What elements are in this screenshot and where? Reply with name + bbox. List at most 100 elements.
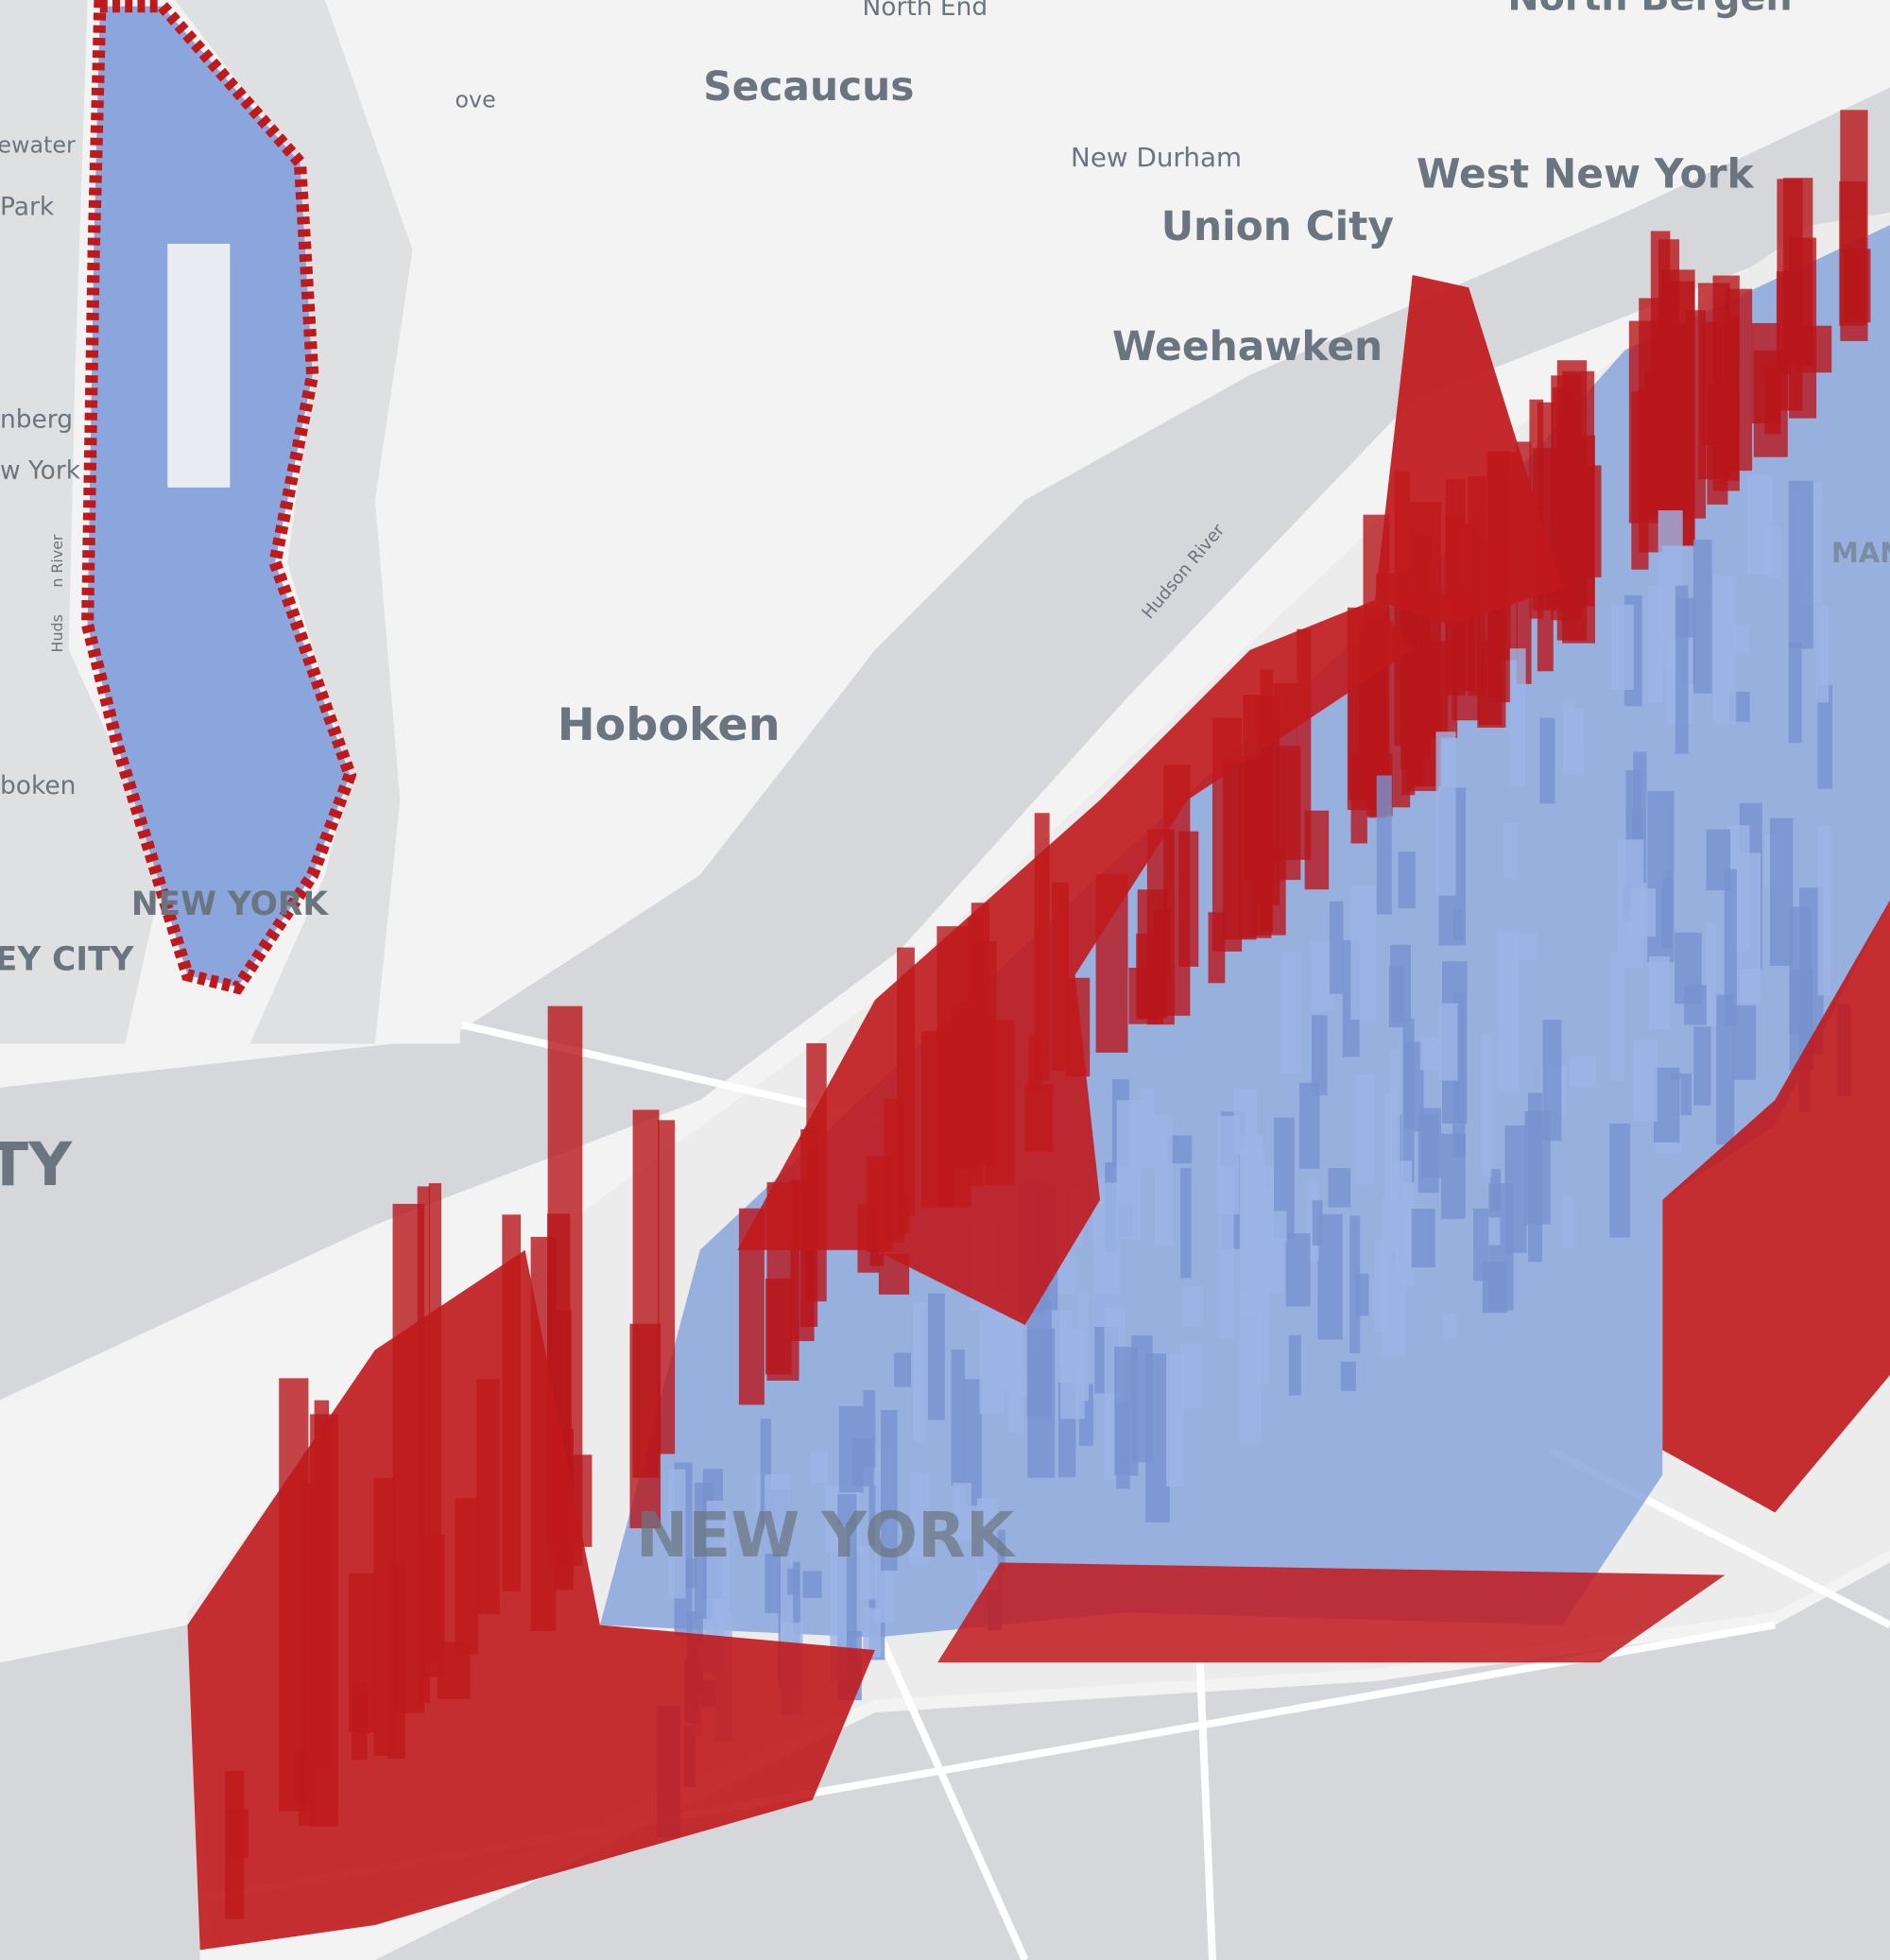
building (1769, 817, 1794, 966)
building (859, 1545, 878, 1600)
building (1396, 1161, 1413, 1277)
central-park (167, 243, 231, 488)
street (871, 1623, 1029, 1960)
building (1610, 604, 1634, 690)
building (1060, 1328, 1085, 1419)
building (881, 1410, 898, 1572)
building (1233, 1088, 1257, 1155)
inset-map: ove ewater Park nberg w York Huds n Rive… (0, 0, 496, 1044)
building (1340, 1361, 1356, 1391)
building (1443, 1313, 1457, 1340)
building (1239, 755, 1272, 938)
water-label: n River (48, 534, 66, 588)
building (1240, 1149, 1265, 1315)
building (1817, 825, 1831, 996)
place-label: MANH (1831, 537, 1890, 569)
building (1329, 901, 1344, 994)
building (1389, 1050, 1400, 1216)
place-label: NEW YORK (131, 885, 329, 923)
building (1839, 181, 1866, 326)
building (1631, 391, 1649, 570)
building (1747, 475, 1773, 576)
buildings-red (1375, 274, 1563, 626)
building (1355, 1075, 1375, 1185)
building (1288, 1334, 1301, 1396)
building (1569, 1056, 1596, 1087)
building (1435, 731, 1456, 896)
place-label: TY (0, 1129, 73, 1199)
building (1675, 585, 1689, 754)
building (1328, 1168, 1351, 1208)
building (1452, 909, 1464, 941)
building (1181, 1286, 1204, 1327)
building (1796, 325, 1832, 373)
building (1815, 605, 1830, 703)
building (1542, 1020, 1562, 1142)
building (1618, 839, 1644, 968)
building (1276, 746, 1301, 881)
building (1473, 1208, 1489, 1281)
building (811, 1451, 829, 1484)
inset-manhattan (80, 0, 357, 995)
building (1653, 1067, 1680, 1143)
place-label: w York (0, 456, 81, 486)
building (1648, 955, 1670, 1029)
place-label: EY CITY (0, 940, 135, 978)
building (1539, 717, 1555, 804)
place-label: New Durham (1071, 142, 1242, 173)
buildings-red (1662, 900, 1890, 1513)
building (964, 1379, 982, 1506)
building (1503, 822, 1518, 879)
building (1398, 851, 1416, 909)
building (1724, 868, 1737, 1026)
building (1092, 1182, 1120, 1327)
building (1298, 1082, 1320, 1169)
building (1239, 1292, 1261, 1444)
building (894, 1352, 912, 1387)
place-label: Hoboken (558, 699, 781, 751)
building (913, 1302, 926, 1442)
building (1562, 1196, 1574, 1249)
place-label: ove (455, 87, 495, 113)
building (1524, 1110, 1551, 1225)
building (863, 1608, 882, 1658)
building (851, 1438, 874, 1487)
building (802, 1571, 822, 1598)
building (1692, 540, 1712, 694)
building (1684, 985, 1708, 1025)
building (928, 1293, 945, 1420)
building (1610, 952, 1625, 1081)
building (1274, 1117, 1295, 1239)
building (629, 1323, 662, 1529)
building (760, 1418, 771, 1529)
building (1789, 906, 1812, 1034)
place-label: Weehawken (1112, 323, 1383, 370)
building (1219, 1166, 1234, 1339)
building (977, 1498, 998, 1590)
building (1504, 1125, 1527, 1253)
building (1271, 1211, 1287, 1242)
building (1180, 1167, 1192, 1279)
street (1195, 1662, 1217, 1960)
place-label: Secaucus (703, 63, 914, 110)
building (1376, 775, 1392, 915)
building (1609, 1123, 1631, 1238)
building (1166, 1353, 1185, 1487)
building (951, 1350, 966, 1487)
place-label: boken (0, 771, 76, 800)
place-label: NEW YORK (636, 1499, 1017, 1572)
building (706, 1500, 725, 1672)
building (1116, 1100, 1142, 1240)
buildings-red (187, 1249, 875, 1951)
building (1438, 1003, 1458, 1081)
building (1788, 480, 1813, 649)
building (1350, 885, 1377, 1020)
building (1400, 598, 1418, 770)
building (1312, 1200, 1323, 1246)
building (1633, 1039, 1658, 1122)
building (1418, 1115, 1439, 1194)
building (1153, 909, 1171, 977)
water-label: Huds (48, 614, 66, 652)
building (1145, 1353, 1170, 1522)
